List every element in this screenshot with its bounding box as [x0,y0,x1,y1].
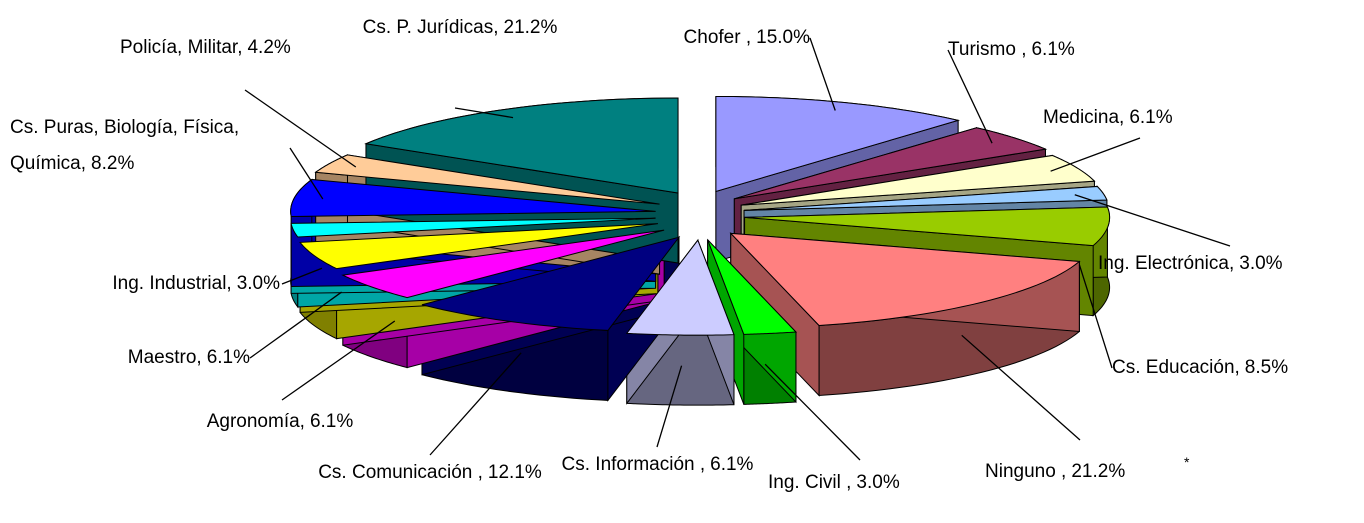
data-label: Ninguno , 21.2% [985,454,1195,490]
data-label: Cs. Comunicación , 12.1% [315,455,545,491]
slice [364,97,679,194]
data-label: Turismo , 6.1% [948,32,1148,68]
data-label: Maestro, 6.1% [60,340,250,376]
slice [290,217,656,238]
value-label: 3.0% [236,273,280,294]
category-label: Chofer , [683,27,752,48]
category-label: Agronomía, [206,411,305,432]
leader-line [1074,194,1231,247]
category-label: Cs. Información , [561,454,706,475]
leader-line [249,291,342,359]
leader-line [764,363,861,461]
value-label: 6.1% [1129,107,1173,128]
category-label: Ing. Industrial, [112,273,232,294]
value-label: 6.1% [206,347,250,368]
slice [299,223,658,270]
value-label: 21.2% [1071,461,1126,482]
category-label: Ninguno , [985,461,1067,482]
slice [341,229,665,299]
value-label: 12.1% [487,462,542,483]
leader-line [656,365,683,448]
value-label: 6.1% [710,454,754,475]
data-label: Cs. Puras, Biología, Física, Química, 8.2… [10,110,300,182]
value-label: 6.1% [309,411,354,432]
slice [715,95,961,193]
slice [421,236,681,331]
slice [734,127,1048,200]
value-label: 8.2% [91,153,135,174]
leader-line [961,334,1081,441]
value-label: 21.2% [503,17,558,38]
data-label: Chofer , 15.0% [600,20,810,56]
value-label: 4.2% [247,37,291,58]
leader-line [289,147,324,200]
slice [290,178,656,218]
data-label: Policía, Militar, 4.2% [120,30,365,66]
leader-line [947,49,993,144]
value-label: 15.0% [756,27,810,48]
category-label: Ing. Electrónica, [1098,253,1235,274]
leader-line [809,37,836,111]
data-label: Ing. Industrial, 3.0% [40,266,280,302]
leader-line [454,107,514,119]
category-label: Medicina, [1043,107,1125,128]
slice [744,206,1111,247]
category-label: Maestro, [127,347,202,368]
data-label: Ing. Electrónica, 3.0% [1098,246,1358,282]
category-label: Cs. P. Jurídicas, [362,17,499,38]
category-label: Ing. Civil , [768,472,852,493]
data-label: Cs. Información , 6.1% [550,447,765,483]
data-label: Ing. Civil , 3.0% [768,465,968,501]
data-label: Cs. Educación, 8.5% [1112,350,1362,386]
leader-line [281,267,323,285]
slice [729,232,1081,327]
slice [741,154,1096,206]
leader-line [281,320,396,401]
category-label: Cs. Educación, [1112,357,1240,378]
data-label: Agronomía, 6.1% [180,404,380,440]
slice [707,239,798,335]
leader-line [1078,264,1113,369]
category-label: Cs. Puras, Biología, Física, Química, [10,117,240,174]
leader-line [244,89,357,168]
category-label: Policía, Militar, [120,37,243,58]
value-label: 3.0% [1239,253,1283,274]
leader-line [429,352,522,456]
category-label: Turismo , [948,39,1027,60]
category-label: Cs. Comunicación , [318,462,483,483]
slice [625,239,735,336]
value-label: 6.1% [1031,39,1075,60]
leader-line [1050,137,1141,172]
data-label: Cs. P. Jurídicas, 21.2% [360,10,560,46]
slice [744,185,1108,211]
value-label: 8.5% [1244,357,1289,378]
value-label: 3.0% [856,472,900,493]
annotation: * [1184,454,1190,470]
data-label: Medicina, 6.1% [1043,100,1253,136]
